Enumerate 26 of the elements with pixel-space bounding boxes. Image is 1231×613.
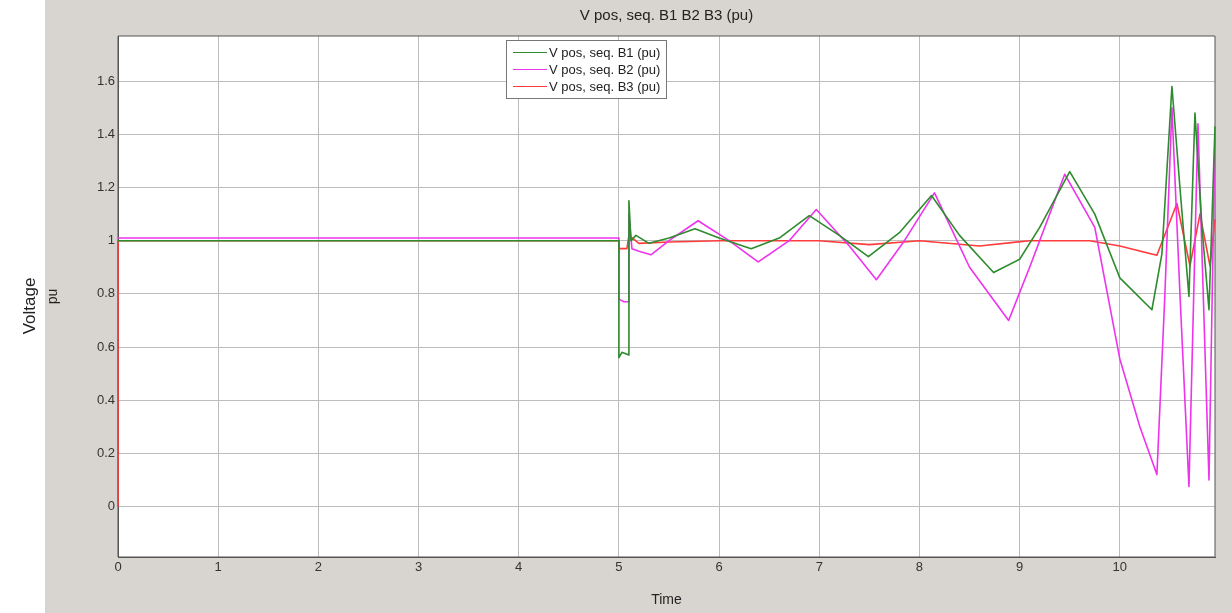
chart-title: V pos, seq. B1 B2 B3 (pu) — [579, 6, 754, 24]
legend-label: V pos, seq. B1 (pu) — [549, 45, 661, 60]
x-tick-label: 7 — [815, 559, 823, 575]
x-tick-label: 3 — [414, 559, 423, 575]
x-tick-label: 2 — [314, 559, 322, 575]
x-axis-title: Time — [651, 591, 683, 608]
x-tick-label: 1 — [214, 559, 222, 575]
x-tick-label: 8 — [915, 559, 924, 575]
legend-label: V pos, seq. B3 (pu) — [549, 79, 661, 94]
x-tick-label: 10 — [1112, 559, 1128, 575]
y-tick-label: 1.2 — [96, 179, 115, 195]
y-tick-label: 1.6 — [96, 72, 115, 88]
legend-label: V pos, seq. B2 (pu) — [549, 62, 661, 77]
x-tick-label: 4 — [515, 559, 523, 575]
y-tick-label: 0.2 — [96, 444, 115, 460]
text: Voltage — [20, 277, 40, 335]
y-tick-label: 0.8 — [96, 285, 115, 301]
y-tick-label: 0.6 — [96, 338, 115, 354]
x-tick-label: 9 — [1016, 559, 1024, 575]
x-tick-label: 6 — [715, 559, 723, 575]
y-tick-label: 0.4 — [96, 391, 115, 407]
y-axis-title: pu — [44, 288, 61, 305]
y-tick-label: 1.4 — [96, 125, 115, 141]
y-tick-label: 1 — [107, 232, 115, 248]
y-tick-label: 0 — [107, 498, 115, 514]
x-tick-label: 5 — [615, 559, 623, 575]
